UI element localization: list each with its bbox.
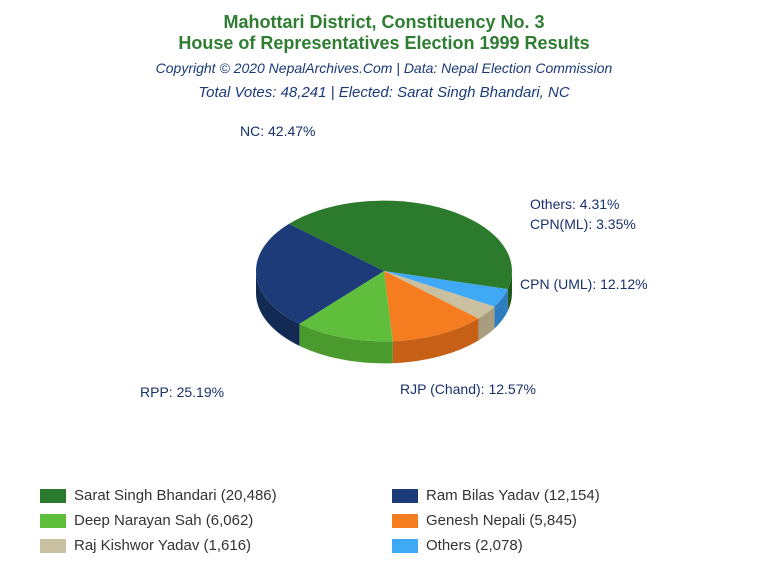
slice-label: RPP: 25.19% [140,384,224,400]
legend-label: Raj Kishwor Yadav (1,616) [74,537,251,554]
legend-item: Others (2,078) [392,537,728,554]
legend-item: Raj Kishwor Yadav (1,616) [40,537,376,554]
legend-item: Deep Narayan Sah (6,062) [40,512,376,529]
slice-label: CPN (UML): 12.12% [520,276,648,292]
legend-item: Ram Bilas Yadav (12,154) [392,487,728,504]
pie-chart: NC: 42.47% Others: 4.31% CPN(ML): 3.35% CPN… [0,101,768,441]
legend-label: Genesh Nepali (5,845) [426,512,577,529]
subtitle: Total Votes: 48,241 | Elected: Sarat Sin… [0,84,768,101]
title-line-2: House of Representatives Election 1999 R… [0,33,768,54]
legend-label: Ram Bilas Yadav (12,154) [426,487,600,504]
title-line-1: Mahottari District, Constituency No. 3 [0,12,768,33]
slice-label: Others: 4.31% [530,196,620,212]
legend-label: Sarat Singh Bhandari (20,486) [74,487,277,504]
slice-label: NC: 42.47% [240,123,315,139]
legend-item: Genesh Nepali (5,845) [392,512,728,529]
legend-label: Deep Narayan Sah (6,062) [74,512,253,529]
legend-swatch [392,539,418,553]
legend: Sarat Singh Bhandari (20,486) Ram Bilas Y… [40,487,728,554]
slice-label: RJP (Chand): 12.57% [400,381,536,397]
legend-item: Sarat Singh Bhandari (20,486) [40,487,376,504]
legend-swatch [40,489,66,503]
legend-label: Others (2,078) [426,537,523,554]
slice-label: CPN(ML): 3.35% [530,216,636,232]
copyright: Copyright © 2020 NepalArchives.Com | Dat… [0,60,768,76]
title-block: Mahottari District, Constituency No. 3 H… [0,0,768,101]
legend-swatch [40,539,66,553]
legend-swatch [392,514,418,528]
legend-swatch [392,489,418,503]
legend-swatch [40,514,66,528]
